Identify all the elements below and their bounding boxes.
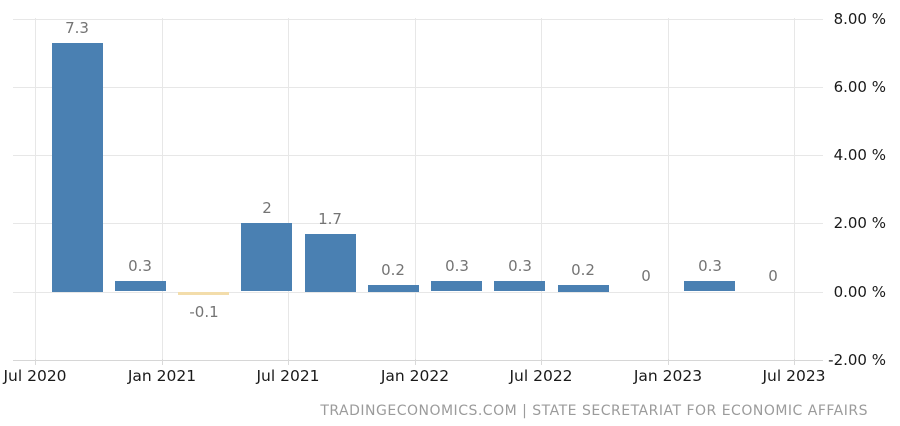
- horizontal-gridline: [13, 223, 823, 224]
- vertical-gridline: [415, 18, 416, 359]
- horizontal-gridline: [13, 87, 823, 88]
- x-axis-tick: [794, 359, 795, 365]
- y-tick-label: 4.00 %: [833, 146, 886, 164]
- x-tick-label: Jan 2023: [633, 367, 703, 385]
- vertical-gridline: [162, 18, 163, 359]
- bar-value-label: 2: [262, 199, 272, 217]
- x-axis-tick: [35, 359, 36, 365]
- x-axis-tick: [415, 359, 416, 365]
- bar-value-label: -0.1: [189, 303, 219, 321]
- bar-value-label: 7.3: [65, 19, 89, 37]
- bar-8[interactable]: [558, 285, 609, 292]
- x-axis-line: [13, 360, 823, 361]
- x-tick-label: Jul 2021: [256, 367, 320, 385]
- bar-value-label: 1.7: [318, 210, 342, 228]
- bar-0[interactable]: [52, 43, 103, 292]
- bar-value-label: 0.3: [445, 257, 469, 275]
- vertical-gridline: [288, 18, 289, 359]
- y-tick-label: 8.00 %: [833, 10, 886, 28]
- x-tick-label: Jan 2022: [380, 367, 450, 385]
- bar-2[interactable]: [178, 292, 229, 295]
- bar-value-label: 0.2: [381, 261, 405, 279]
- y-tick-label: 2.00 %: [833, 214, 886, 232]
- x-tick-label: Jul 2022: [509, 367, 573, 385]
- x-tick-label: Jul 2023: [762, 367, 826, 385]
- horizontal-gridline: [13, 292, 823, 293]
- x-tick-label: Jan 2021: [127, 367, 197, 385]
- bar-value-label: 0: [768, 267, 778, 285]
- vertical-gridline: [794, 18, 795, 359]
- vertical-gridline: [541, 18, 542, 359]
- vertical-gridline: [35, 18, 36, 359]
- y-tick-label: 0.00 %: [833, 283, 886, 301]
- attribution-text: TRADINGECONOMICS.COM | STATE SECRETARIAT…: [320, 403, 868, 419]
- y-tick-label: 6.00 %: [833, 78, 886, 96]
- bar-1[interactable]: [115, 281, 166, 291]
- x-axis-tick: [668, 359, 669, 365]
- bar-5[interactable]: [368, 285, 419, 292]
- x-tick-label: Jul 2020: [3, 367, 67, 385]
- bar-value-label: 0.2: [571, 261, 595, 279]
- bar-10[interactable]: [684, 281, 735, 291]
- bar-4[interactable]: [305, 234, 356, 292]
- bar-7[interactable]: [494, 281, 545, 291]
- bar-value-label: 0.3: [128, 257, 152, 275]
- horizontal-gridline: [13, 19, 823, 20]
- bar-6[interactable]: [431, 281, 482, 291]
- bar-value-label: 0.3: [698, 257, 722, 275]
- x-axis-tick: [288, 359, 289, 365]
- vertical-gridline: [668, 18, 669, 359]
- bar-value-label: 0: [641, 267, 651, 285]
- x-axis-tick: [541, 359, 542, 365]
- bar-3[interactable]: [241, 223, 292, 291]
- horizontal-gridline: [13, 155, 823, 156]
- y-tick-label: -2.00 %: [828, 351, 886, 369]
- bar-value-label: 0.3: [508, 257, 532, 275]
- x-axis-tick: [162, 359, 163, 365]
